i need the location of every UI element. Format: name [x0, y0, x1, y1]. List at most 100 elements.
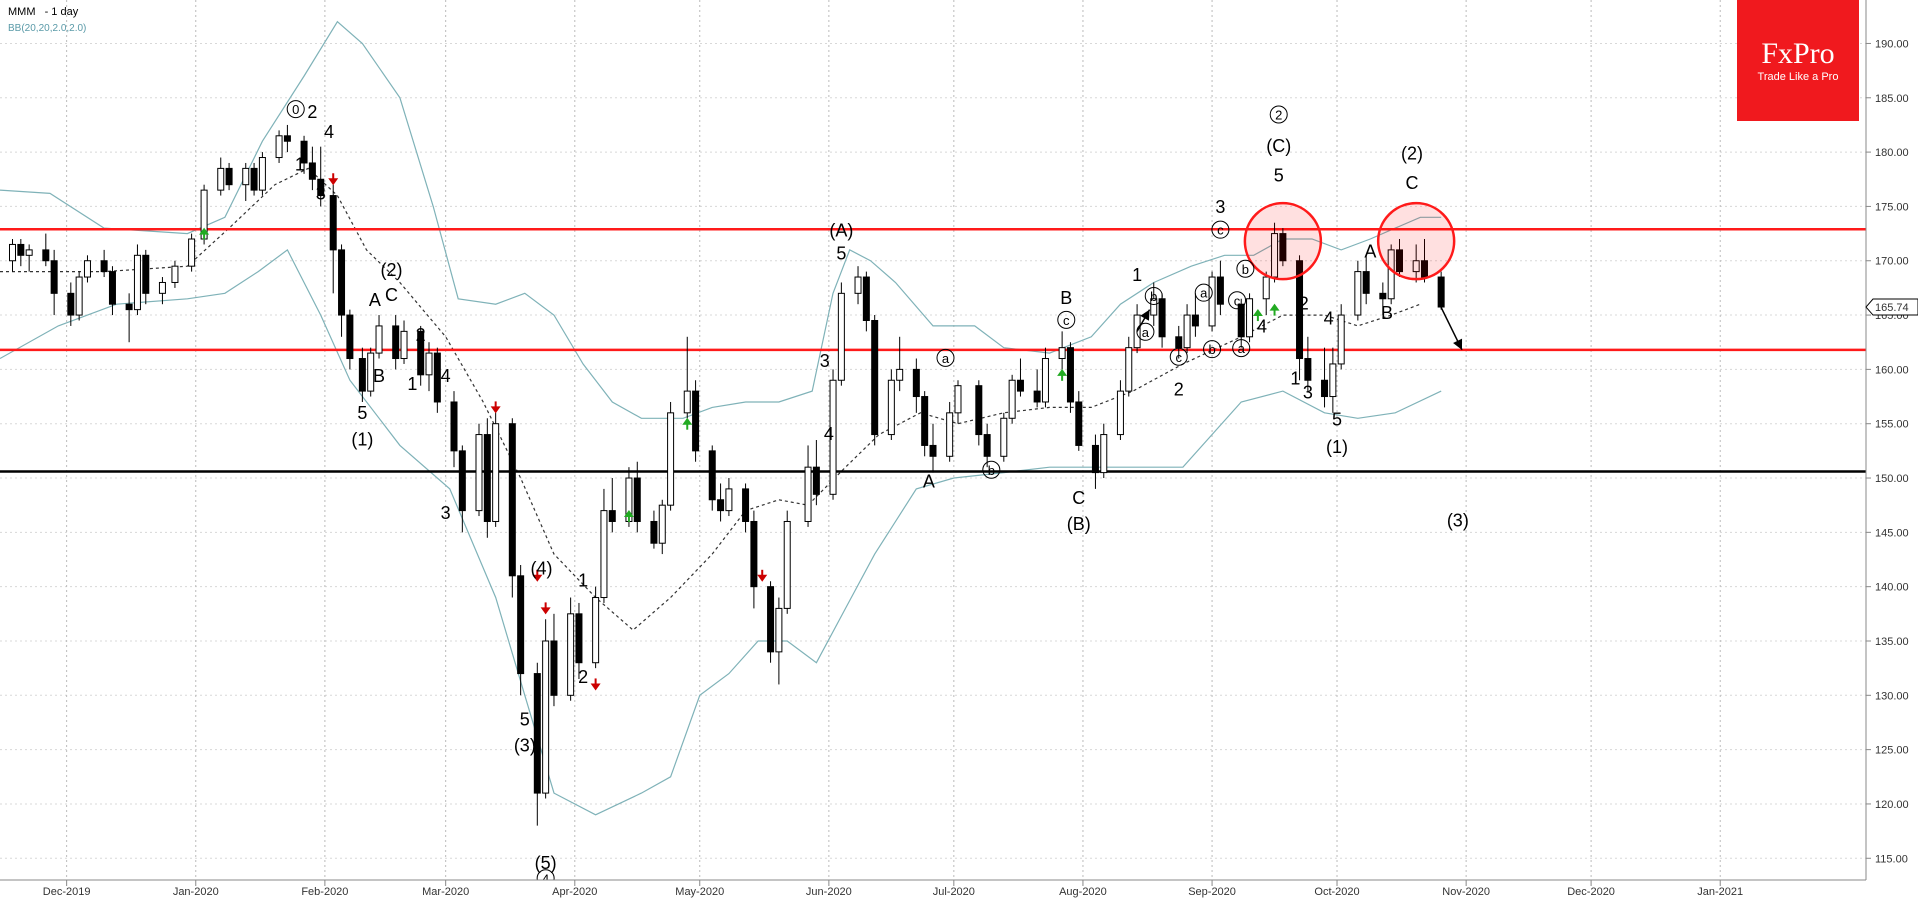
- highlight-circles: [1243, 201, 1456, 281]
- price-tick-label: 150.00: [1875, 473, 1909, 485]
- wave-label: 1: [1290, 368, 1300, 388]
- candle-down: [1321, 379, 1329, 398]
- price-axis: 115.00 120.00 125.00 130.00 135.00 140.00 145.…: [1866, 38, 1909, 865]
- time-tick-label: Dec-2019: [43, 886, 91, 898]
- candle-down: [1279, 233, 1287, 262]
- candle-up: [1337, 314, 1345, 365]
- candle-up: [829, 379, 837, 495]
- candle-down: [458, 450, 466, 512]
- time-tick-label: May-2020: [675, 886, 724, 898]
- candle-up: [1354, 271, 1362, 316]
- candle-up: [188, 238, 196, 267]
- wave-label-ring: [982, 460, 1001, 479]
- wave-label: 2: [578, 667, 588, 687]
- time-tick-label: Jan-2021: [1697, 886, 1743, 898]
- candle-up: [954, 385, 962, 414]
- wave-label: (4): [530, 559, 552, 579]
- wave-label: 5: [520, 710, 530, 730]
- wave-label: b: [988, 463, 995, 478]
- wave-label: 3: [1303, 383, 1313, 403]
- highlight-circle: [1243, 201, 1323, 281]
- candle-down: [633, 477, 641, 522]
- wave-label-ring: [936, 348, 955, 367]
- candle-up: [492, 423, 500, 522]
- candle-up: [158, 281, 166, 294]
- wave-label: 4: [1324, 309, 1334, 329]
- wave-label: c: [1175, 350, 1182, 365]
- wave-label: 2: [1275, 108, 1282, 123]
- wave-label: b: [1242, 262, 1249, 277]
- wave-label: 3: [1215, 197, 1225, 217]
- candle-up: [25, 249, 33, 256]
- price-tick-label: 155.00: [1875, 419, 1909, 431]
- time-tick-label: Nov-2020: [1442, 886, 1490, 898]
- candle-down: [338, 249, 346, 316]
- candle-down: [975, 385, 983, 436]
- candle-down: [1033, 390, 1041, 403]
- wave-label: B: [1381, 303, 1393, 323]
- candle-down: [742, 488, 750, 522]
- wave-label: B: [373, 366, 385, 386]
- fxpro-logo[interactable]: FxPro Trade Like a Pro: [1737, 0, 1859, 121]
- highlight-circle: [1376, 201, 1456, 281]
- bb-upper-band: [0, 20, 1442, 419]
- wave-label: (1): [351, 429, 373, 449]
- time-tick-label: Mar-2020: [422, 886, 469, 898]
- price-tick-label: 125.00: [1875, 745, 1909, 757]
- wave-label: a: [1200, 286, 1208, 301]
- wave-label: (2): [381, 260, 403, 280]
- candle-down: [50, 260, 58, 294]
- price-tick-label: 140.00: [1875, 582, 1909, 594]
- candle-down: [1158, 298, 1166, 338]
- candle-up: [75, 276, 83, 316]
- candle-up: [1208, 276, 1216, 327]
- wave-label: (3): [514, 736, 536, 756]
- candle-up: [667, 412, 675, 506]
- price-tick-label: 185.00: [1875, 93, 1909, 105]
- wave-label: 4: [441, 366, 451, 386]
- indicator-label: BB(20,20,2.0,2.0): [8, 23, 86, 34]
- candle-down: [433, 352, 441, 403]
- wave-label-ring: [1203, 340, 1222, 359]
- candlesticks: [8, 124, 1445, 826]
- candle-down: [812, 466, 820, 495]
- wave-label: 1: [295, 154, 305, 174]
- time-tick-label: Dec-2020: [1567, 886, 1615, 898]
- candle-down: [1016, 379, 1024, 392]
- candle-up: [1262, 276, 1270, 300]
- candle-up: [783, 520, 791, 609]
- wave-label: a: [1238, 341, 1246, 356]
- time-tick-label: Sep-2020: [1188, 886, 1236, 898]
- price-tick-label: 120.00: [1875, 799, 1909, 811]
- candle-down: [1396, 249, 1403, 273]
- candle-up: [171, 265, 179, 283]
- candle-down: [283, 135, 291, 142]
- candle-down: [517, 575, 525, 675]
- candle-up: [1271, 233, 1279, 278]
- candle-down: [300, 140, 308, 164]
- candle-down: [142, 254, 150, 294]
- wave-label: C: [385, 285, 398, 305]
- candle-down: [1066, 347, 1074, 403]
- candle-up: [1125, 347, 1133, 392]
- wave-label: 3: [820, 351, 830, 371]
- wave-label: (1): [1326, 437, 1348, 457]
- candle-up: [217, 167, 225, 191]
- candle-up: [1412, 260, 1420, 273]
- candle-down: [550, 640, 558, 696]
- candle-down: [692, 390, 700, 452]
- candle-up: [275, 135, 283, 159]
- candle-down: [912, 368, 920, 398]
- candle-down: [1362, 271, 1370, 294]
- wave-label-ring: [1232, 339, 1251, 358]
- wave-label: c: [1234, 293, 1241, 308]
- candle-down: [862, 276, 870, 321]
- wave-label: 5: [1332, 410, 1342, 430]
- candle-up: [1116, 390, 1124, 436]
- wave-label: (C): [1266, 136, 1291, 156]
- candle-down: [42, 249, 50, 262]
- candle-down: [225, 167, 233, 186]
- candle-up: [8, 243, 16, 262]
- sell-signal-arrow: [757, 574, 768, 582]
- price-tick-label: 130.00: [1875, 690, 1909, 702]
